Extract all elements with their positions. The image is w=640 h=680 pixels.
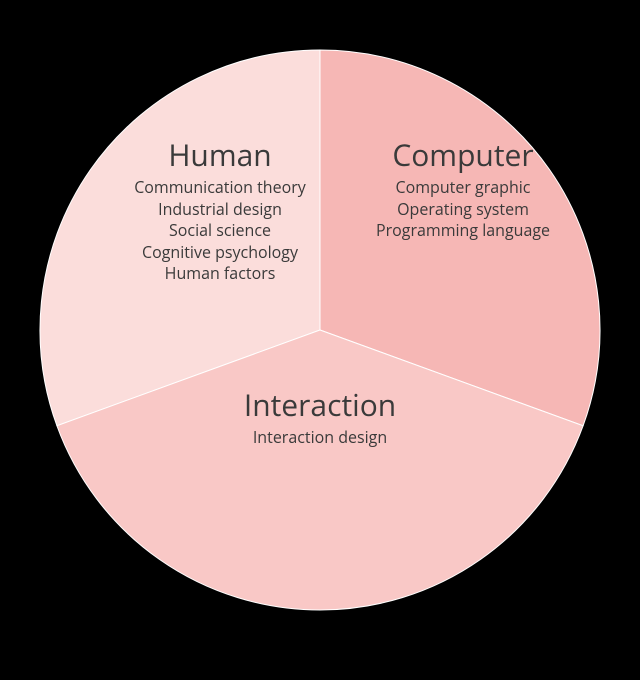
pie-chart — [0, 0, 640, 680]
diagram-stage: HumanCommunication theoryIndustrial desi… — [0, 0, 640, 680]
